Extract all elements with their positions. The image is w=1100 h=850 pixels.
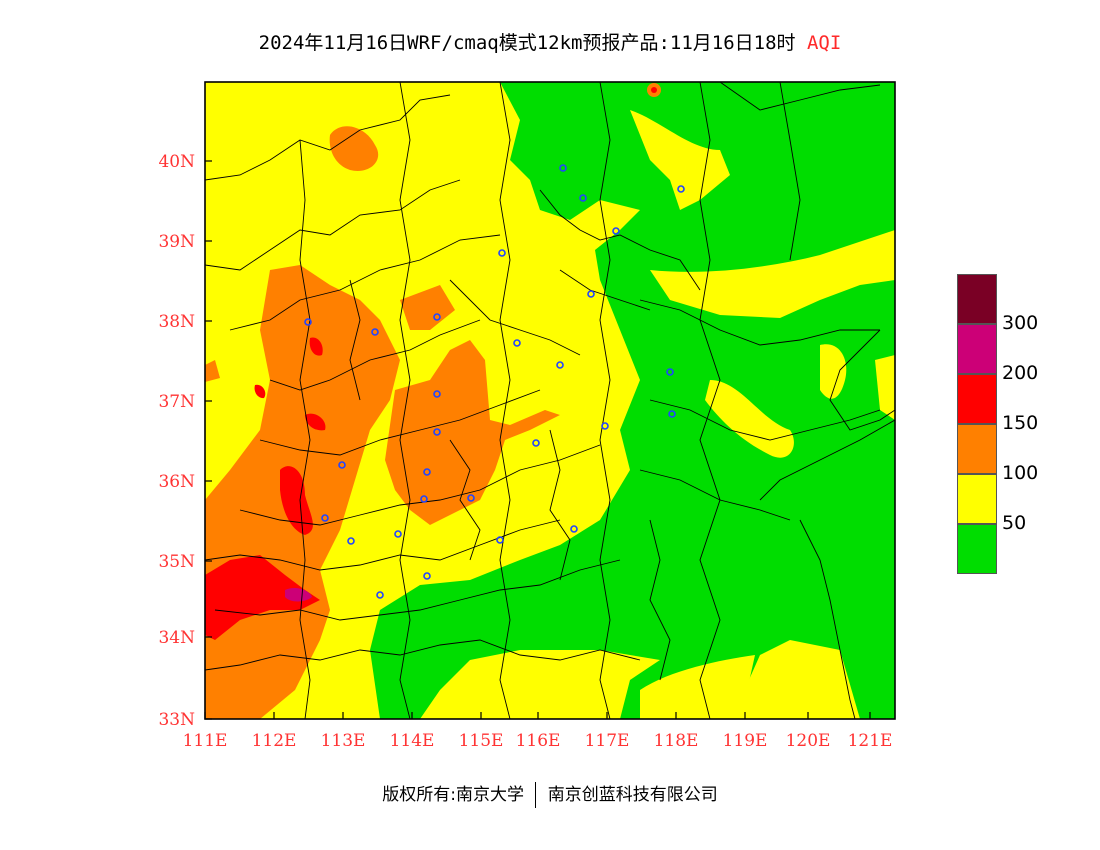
station-marker xyxy=(559,164,567,172)
boundary-lines xyxy=(205,82,895,719)
legend-label: 200 xyxy=(1002,362,1039,384)
footer-copyright: 版权所有:南京大学 xyxy=(382,785,524,805)
region-unhealthy-sensitive-north xyxy=(400,285,455,330)
x-tick-label: 111E xyxy=(183,731,228,751)
region-unhealthy-sensitive-central xyxy=(385,340,560,525)
legend-swatch xyxy=(957,274,997,324)
x-tick-label: 120E xyxy=(786,731,831,751)
station-marker xyxy=(423,572,431,580)
station-marker xyxy=(338,461,346,469)
region-very-unhealthy xyxy=(285,587,312,602)
x-tick-label: 114E xyxy=(390,731,435,751)
station-marker xyxy=(433,390,441,398)
region-moderate-east-patch xyxy=(820,344,847,399)
region-hotspot-north-core xyxy=(651,87,657,93)
x-axis: 111E 112E 113E 114E 115E 116E 117E 118E 119E 120E… xyxy=(183,712,893,751)
station-marker xyxy=(677,185,685,193)
station-marker xyxy=(496,536,504,544)
title-main: 2024年11月16日WRF/cmaq模式12km预报产品:11月16日18时 xyxy=(258,32,796,54)
legend-label: 50 xyxy=(1002,512,1027,534)
region-unhealthy-small-a xyxy=(309,337,323,356)
y-tick-label: 38N xyxy=(158,312,195,332)
station-marker xyxy=(668,410,676,418)
region-unhealthy-small-c xyxy=(254,384,266,399)
y-tick-label: 35N xyxy=(158,552,195,572)
legend-label: 150 xyxy=(1002,412,1039,434)
region-moderate-coast-patch xyxy=(875,355,895,420)
station-marker xyxy=(579,194,587,202)
station-marker xyxy=(612,227,620,235)
x-tick-label: 118E xyxy=(654,731,699,751)
x-tick-label: 117E xyxy=(585,731,630,751)
x-tick-label: 112E xyxy=(252,731,297,751)
region-moderate-south-patch xyxy=(640,655,755,719)
y-tick-label: 39N xyxy=(158,232,195,252)
station-marker xyxy=(556,361,564,369)
station-marker xyxy=(666,368,674,376)
station-marker xyxy=(498,249,506,257)
station-marker xyxy=(321,514,329,522)
region-unhealthy-sensitive-edge xyxy=(205,360,220,382)
region-moderate-shandong-patch xyxy=(705,380,794,458)
y-tick-label: 33N xyxy=(158,710,195,730)
y-axis: 33N 34N 35N 36N 37N 38N 39N 40N xyxy=(158,152,212,730)
legend-label: 100 xyxy=(1002,462,1039,484)
station-markers xyxy=(304,164,685,599)
x-tick-label: 119E xyxy=(723,731,768,751)
region-unhealthy-south xyxy=(205,555,320,640)
legend-swatch xyxy=(957,524,997,574)
station-marker xyxy=(347,537,355,545)
station-marker xyxy=(570,525,578,533)
station-marker xyxy=(587,290,595,298)
station-marker xyxy=(394,530,402,538)
station-marker xyxy=(433,313,441,321)
region-unhealthy-small-b xyxy=(305,413,326,431)
y-tick-label: 37N xyxy=(158,392,195,412)
x-tick-label: 116E xyxy=(516,731,561,751)
station-marker xyxy=(376,591,384,599)
region-moderate-north-patch xyxy=(630,110,730,210)
footer: 版权所有:南京大学 南京创蓝科技有限公司 xyxy=(0,780,1100,808)
station-marker xyxy=(433,428,441,436)
legend-swatch xyxy=(957,474,997,524)
station-marker xyxy=(532,439,540,447)
region-good-northeast xyxy=(370,82,895,719)
footer-company: 南京创蓝科技有限公司 xyxy=(547,785,718,805)
legend-swatch xyxy=(957,374,997,424)
footer-separator xyxy=(535,782,537,808)
station-marker xyxy=(371,328,379,336)
station-marker xyxy=(423,468,431,476)
station-marker xyxy=(304,318,312,326)
map-title: 2024年11月16日WRF/cmaq模式12km预报产品:11月16日18时 … xyxy=(0,28,1100,55)
station-marker xyxy=(420,495,428,503)
x-tick-label: 115E xyxy=(459,731,504,751)
y-tick-label: 34N xyxy=(158,628,195,648)
legend-swatch xyxy=(957,424,997,474)
legend-label: 300 xyxy=(1002,312,1039,334)
aqi-fill-layer xyxy=(205,82,895,719)
legend-swatch xyxy=(957,324,997,374)
x-tick-label: 121E xyxy=(848,731,893,751)
x-tick-label: 113E xyxy=(321,731,366,751)
y-tick-label: 36N xyxy=(158,472,195,492)
region-unhealthy-strip xyxy=(280,466,313,535)
region-moderate-bohai-band xyxy=(650,230,895,318)
region-unhealthy-sensitive-top xyxy=(329,126,379,171)
station-marker xyxy=(513,339,521,347)
station-marker xyxy=(601,422,609,430)
title-variable: AQI xyxy=(806,32,842,54)
y-tick-label: 40N xyxy=(158,152,195,172)
station-marker xyxy=(467,494,475,502)
